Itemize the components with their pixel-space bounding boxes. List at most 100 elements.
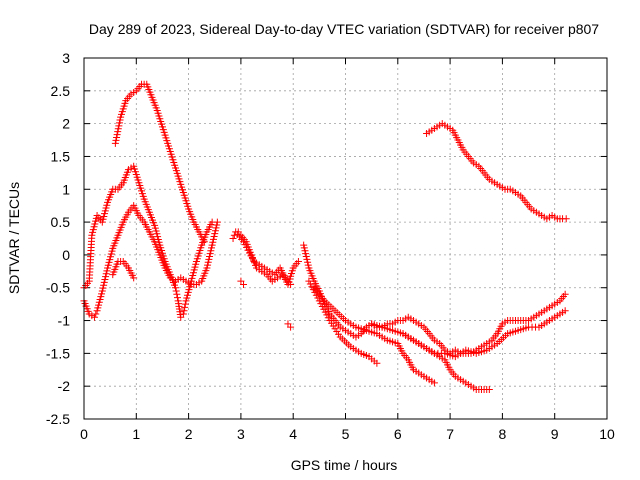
grid-lines [84, 58, 607, 419]
y-tick-label: 2.5 [51, 83, 71, 99]
series-track-l [423, 120, 570, 223]
data-point [562, 215, 570, 223]
data-point [210, 232, 218, 240]
data-point [230, 231, 238, 239]
series-track-k [399, 307, 569, 361]
series-track-c [111, 80, 208, 246]
series-track-n [237, 277, 248, 288]
data-point [294, 257, 302, 265]
x-tick-label: 5 [342, 426, 350, 442]
x-tick-label: 3 [237, 426, 245, 442]
data-point [100, 281, 108, 289]
data-point [173, 294, 181, 302]
y-tick-label: 3 [62, 50, 70, 66]
data-point [98, 287, 106, 295]
series-track-i [310, 284, 438, 387]
data-point [207, 244, 215, 252]
data-point [180, 307, 188, 315]
data-point [212, 224, 220, 232]
data-point [209, 235, 217, 243]
data-point [561, 307, 569, 315]
data-point [90, 313, 98, 321]
x-tick-label: 4 [289, 426, 297, 442]
data-point [213, 221, 221, 229]
x-tick-label: 6 [394, 426, 402, 442]
data-point [207, 247, 215, 255]
x-tick-label: 7 [446, 426, 454, 442]
data-point [130, 274, 138, 282]
data-point [203, 264, 211, 272]
y-tick-label: 0 [62, 247, 70, 263]
series-track-m [284, 320, 295, 331]
data-point [561, 290, 569, 298]
data-point [373, 359, 381, 367]
data-point [211, 227, 219, 235]
series-track-d [109, 257, 138, 282]
data-point [181, 303, 189, 311]
data-point [173, 290, 181, 298]
series-track-f [229, 228, 295, 288]
data-point [181, 300, 189, 308]
y-tick-label: -1 [58, 313, 71, 329]
data-point [229, 235, 237, 242]
data-point [240, 280, 248, 288]
data-point [302, 250, 310, 258]
data-point [300, 244, 308, 252]
y-tick-label: -2 [58, 378, 71, 394]
y-axis-label: SDTVAR / TECUs [6, 182, 22, 294]
data-point [204, 258, 212, 266]
x-tick-label: 8 [499, 426, 507, 442]
data-point [172, 284, 180, 292]
data-point [115, 119, 123, 127]
series-track-e [234, 228, 302, 288]
y-tick-label: 2 [62, 116, 70, 132]
y-tick-label: 1 [62, 181, 70, 197]
data-point [114, 125, 122, 133]
y-tick-label: -0.5 [46, 280, 70, 296]
y-tick-label: 1.5 [51, 148, 71, 164]
y-tick-label: -2.5 [46, 411, 70, 427]
series-track-b [80, 202, 221, 321]
data-point [300, 241, 308, 249]
x-tick-label: 9 [551, 426, 559, 442]
data-point [99, 284, 107, 292]
data-point [113, 131, 121, 139]
axes: 0 1 2 3 4 5 6 7 8 9 10 3 2.5 2 1.5 1 0.5 0 -0.5 -1 -1.5 -2 -2.… [46, 50, 615, 442]
series-track-a [80, 162, 216, 321]
series-track-h [305, 277, 381, 367]
y-tick-label: 0.5 [51, 214, 71, 230]
x-axis-label: GPS time / hours [291, 457, 398, 473]
data-point [112, 136, 120, 144]
data-point [101, 276, 109, 284]
data-point [209, 238, 217, 246]
data-point [204, 261, 212, 269]
data-point [302, 253, 310, 261]
data-point [113, 133, 121, 141]
data-point [485, 385, 493, 393]
data-point [287, 280, 295, 288]
data-point [430, 379, 438, 387]
x-tick-label: 2 [185, 426, 193, 442]
data-point [304, 258, 312, 266]
x-tick-label: 1 [132, 426, 140, 442]
data-point [100, 278, 108, 286]
data-point [213, 218, 221, 226]
y-tick-label: -1.5 [46, 345, 70, 361]
x-tick-label: 10 [599, 426, 615, 442]
data-point [208, 241, 216, 249]
data-point [114, 128, 122, 136]
data-point [103, 267, 111, 275]
data-point [205, 255, 213, 263]
data-point [301, 247, 309, 255]
data-point [172, 287, 180, 295]
data-point [115, 122, 123, 130]
data-points [80, 80, 570, 393]
data-point [206, 253, 214, 261]
data-point [287, 323, 295, 331]
data-point [111, 139, 119, 147]
data-point [206, 250, 214, 258]
data-point [102, 270, 110, 278]
data-point [116, 116, 124, 124]
chart-title: Day 289 of 2023, Sidereal Day-to-day VTE… [89, 21, 599, 37]
